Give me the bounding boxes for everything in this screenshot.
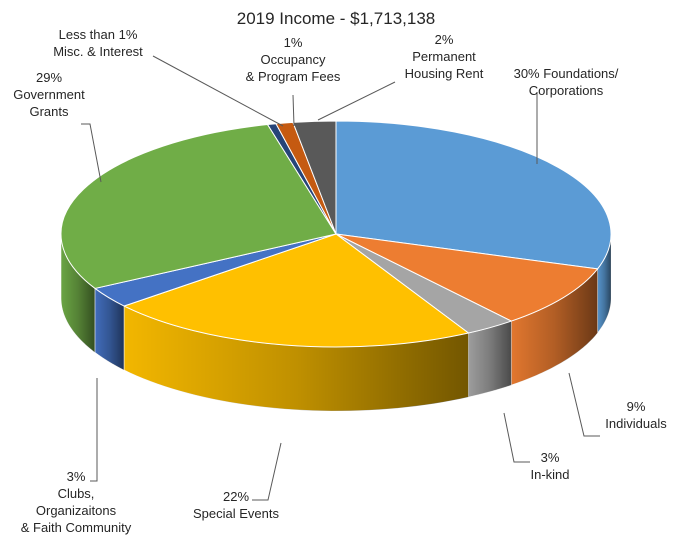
slice-label-line: Government: [13, 87, 85, 102]
slice-label-line: 9%: [627, 399, 646, 414]
slice-label-0: 30% Foundations/Corporations: [514, 66, 619, 98]
slice-label-line: 1%: [284, 35, 303, 50]
slice-label-line: Housing Rent: [405, 66, 484, 81]
slice-label-line: 2%: [435, 32, 454, 47]
slice-label-5: 29% Government Grants: [13, 70, 85, 119]
leader-3: [252, 443, 281, 500]
leader-7: [293, 95, 294, 126]
slice-label-line: 3%: [67, 469, 86, 484]
slice-label-line: In-kind: [530, 467, 569, 482]
slice-label-6: Less than 1% Misc. & Interest: [53, 27, 143, 59]
slice-label-line: Organizaitons: [36, 503, 117, 518]
slice-label-line: Grants: [29, 104, 69, 119]
slice-label-7: 1% Occupancy & Program Fees: [246, 35, 341, 84]
slice-label-line: Permanent: [412, 49, 476, 64]
slice-label-line: Less than 1%: [59, 27, 138, 42]
leader-5: [81, 124, 101, 182]
slice-label-line: Special Events: [193, 506, 279, 521]
leader-4: [90, 378, 97, 481]
leader-2: [504, 413, 530, 462]
slice-label-line: Individuals: [605, 416, 667, 431]
pie-tops: [61, 121, 611, 347]
slice-label-line: & Faith Community: [21, 520, 132, 535]
slice-label-line: Clubs,: [58, 486, 95, 501]
slice-label-line: 30% Foundations/: [514, 66, 619, 81]
slice-label-8: 2% Permanent Housing Rent: [405, 32, 484, 81]
chart-title: 2019 Income - $1,713,138: [237, 9, 435, 28]
slice-label-4: 3% Clubs, Organizaitons & Faith Community: [21, 469, 132, 535]
slice-label-line: Occupancy: [260, 52, 326, 67]
slice-label-line: 22%: [223, 489, 249, 504]
slice-label-2: 3% In-kind: [530, 450, 569, 482]
slice-label-1: 9% Individuals: [605, 399, 667, 431]
slice-label-3: 22% Special Events: [193, 489, 279, 521]
slice-label-line: Misc. & Interest: [53, 44, 143, 59]
slice-label-line: 29%: [36, 70, 62, 85]
slice-label-line: & Program Fees: [246, 69, 341, 84]
leader-1: [569, 373, 600, 436]
slice-label-line: Corporations: [529, 83, 604, 98]
slice-label-line: 3%: [541, 450, 560, 465]
leader-8: [318, 82, 395, 120]
slice-side-shade-2: [468, 321, 511, 397]
